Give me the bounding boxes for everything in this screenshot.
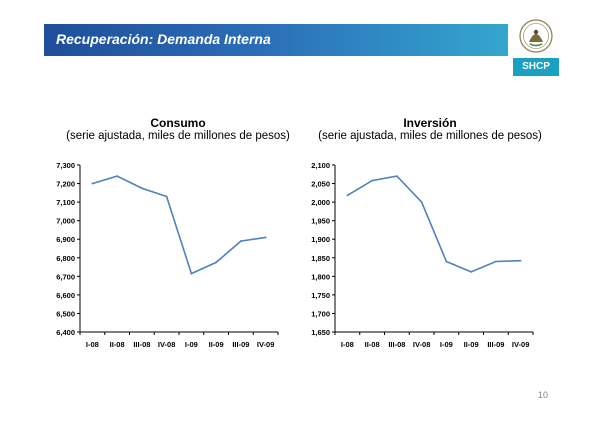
consumo-y-tick-label: 6,900: [56, 235, 75, 244]
inversion-data-point: [395, 175, 398, 178]
coat-of-arms-icon: [519, 19, 553, 53]
consumo-series-line: [92, 175, 266, 275]
inversion-data-point: [371, 179, 374, 182]
chart-title-inversion: Inversión: [403, 116, 457, 130]
inversion-y-tick-label: 2,100: [311, 161, 330, 170]
consumo-y-tick-label: 6,600: [56, 291, 75, 300]
inversion-data-point: [420, 201, 423, 204]
inversion-x-tick-label: I-09: [440, 340, 453, 349]
inversion-y-tick-label: 1,950: [311, 217, 330, 226]
consumo-y-tick-label: 7,300: [56, 161, 75, 170]
consumo-x-tick-label: III-08: [133, 340, 150, 349]
inversion-line-chart: 1,650 1,700 1,750 1,800 1,850 1,900 1,950 2,000…: [311, 161, 534, 349]
consumo-x-tick-label: I-08: [86, 340, 99, 349]
inversion-y-tick-label: 1,650: [311, 328, 330, 337]
consumo-y-tick-label: 7,200: [56, 180, 75, 189]
consumo-x-tick-label: II-08: [110, 340, 125, 349]
inversion-y-tick-label: 2,000: [311, 198, 330, 207]
inversion-x-tick-label: IV-08: [413, 340, 431, 349]
consumo-data-point: [190, 272, 193, 275]
consumo-data-point: [239, 240, 242, 242]
consumo-y-tick-label: 6,500: [56, 309, 75, 318]
inversion-y-tick-label: 1,850: [311, 254, 330, 263]
chart-subtitle-inversion: (serie ajustada, miles de millones de pe…: [318, 130, 542, 142]
consumo-y-tick-label: 6,800: [56, 254, 75, 263]
inversion-data-point: [445, 260, 448, 263]
inversion-y-tick-label: 1,900: [311, 235, 330, 244]
consumo-x-tick-label: III-09: [232, 340, 249, 349]
inversion-x-tick-label: II-08: [365, 340, 380, 349]
inversion-data-point: [494, 260, 497, 263]
consumo-x-tick-label: IV-08: [158, 340, 176, 349]
consumo-x-tick-label: IV-09: [257, 340, 275, 349]
consumo-data-point: [215, 261, 218, 264]
consumo-data-point: [140, 187, 143, 190]
inversion-y-tick-label: 1,700: [311, 309, 330, 318]
inversion-y-tick-label: 1,750: [311, 291, 330, 300]
consumo-line-chart: 6,400 6,500 6,600 6,700 6,800 6,900 7,000 7,100…: [56, 161, 279, 349]
chart-title-consumo: Consumo: [150, 116, 206, 130]
consumo-data-point: [264, 236, 267, 239]
header-band: [44, 24, 508, 56]
page-number: 10: [538, 390, 549, 400]
inversion-x-tick-label: II-09: [464, 340, 479, 349]
consumo-data-point: [116, 175, 119, 178]
logo-text: SHCP: [513, 58, 559, 76]
inversion-x-tick-label: III-09: [487, 340, 504, 349]
inversion-x-tick-label: I-08: [341, 340, 354, 349]
consumo-y-tick-label: 6,400: [56, 328, 75, 337]
consumo-y-tick-label: 6,700: [56, 272, 75, 281]
inversion-data-point: [470, 270, 473, 273]
consumo-data-point: [165, 195, 168, 198]
inversion-data-point: [519, 259, 522, 262]
chart-subtitle-consumo: (serie ajustada, miles de millones de pe…: [66, 130, 290, 142]
slide-title: Recuperación: Demanda Interna: [56, 31, 271, 47]
inversion-x-tick-label: IV-09: [512, 340, 530, 349]
inversion-x-tick-label: III-08: [388, 340, 405, 349]
consumo-x-tick-label: I-09: [185, 340, 198, 349]
consumo-data-point: [91, 182, 94, 185]
consumo-y-tick-label: 7,100: [56, 198, 75, 207]
inversion-data-point: [346, 194, 349, 197]
inversion-series-line: [346, 175, 521, 273]
inversion-y-tick-label: 1,800: [311, 272, 330, 281]
shcp-logo: SHCP: [513, 16, 559, 76]
consumo-x-tick-label: II-09: [209, 340, 224, 349]
inversion-y-tick-label: 2,050: [311, 180, 330, 189]
consumo-y-tick-label: 7,000: [56, 217, 75, 226]
